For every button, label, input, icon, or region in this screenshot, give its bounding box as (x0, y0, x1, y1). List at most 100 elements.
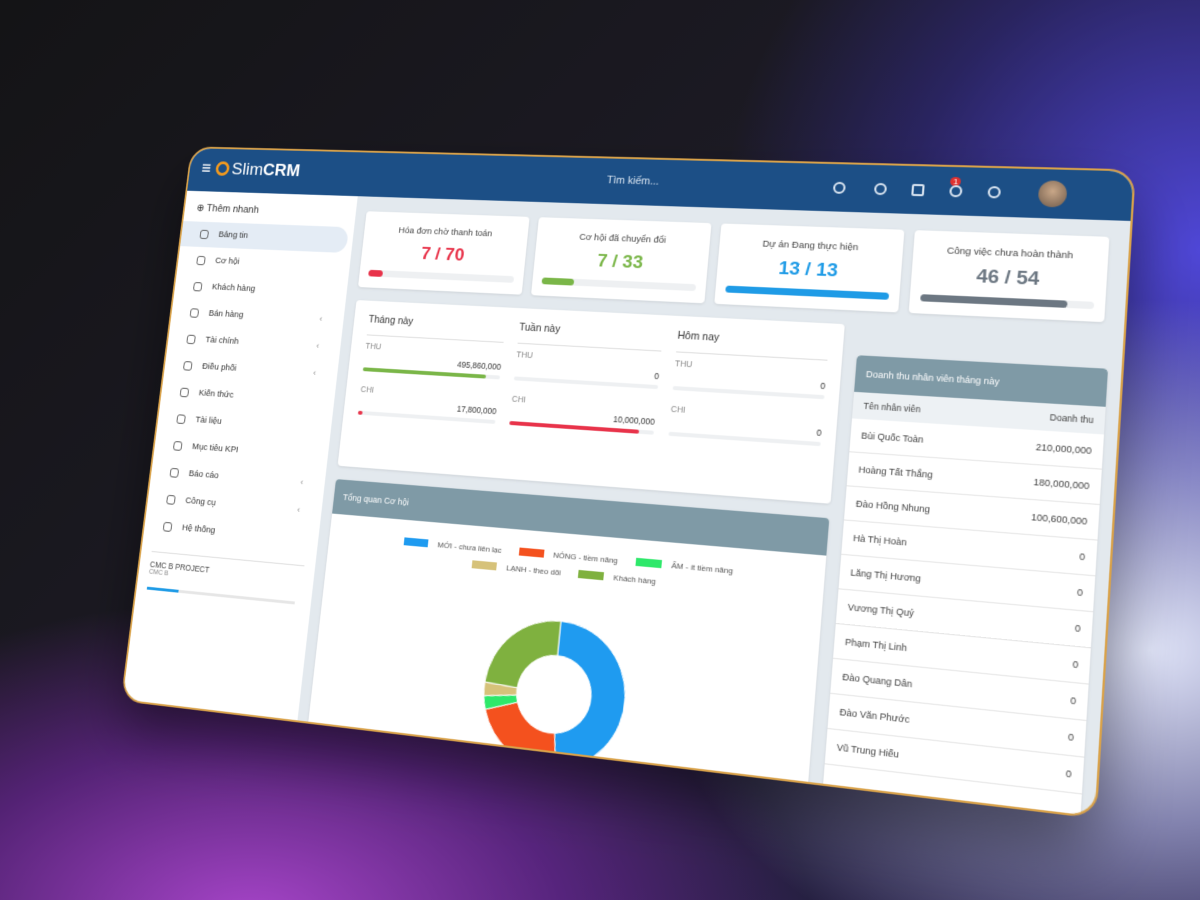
card-value: 7 / 33 (534, 248, 709, 276)
progress-bar (542, 277, 574, 285)
progress-track (542, 277, 697, 291)
chevron: ‹ (312, 361, 318, 387)
logo[interactable]: ≡ SlimCRM (200, 159, 301, 181)
card-title: Công việc chưa hoàn thành (913, 244, 1109, 263)
user-avatar[interactable] (1038, 180, 1068, 207)
menu-icon (193, 282, 203, 291)
logo-text: Slim (231, 160, 265, 180)
stat-card: Cơ hội đã chuyển đổi 7 / 33 (531, 217, 712, 303)
legend-swatch (578, 570, 604, 580)
menu-label: Báo cáo (188, 468, 219, 481)
menu-icon (163, 522, 173, 532)
task-icon[interactable] (911, 184, 924, 196)
menu-icon (200, 230, 209, 239)
menu-icon (183, 361, 193, 371)
progress-bar (368, 270, 383, 277)
menu-label: Tài chính (205, 335, 239, 347)
progress-track (920, 294, 1094, 309)
legend-label: ẤM - ít tiềm năng (671, 561, 733, 576)
row-value: 495,860,000 (457, 360, 502, 372)
progress-bar (358, 411, 362, 415)
row-value: 17,800,000 (456, 404, 497, 416)
legend-label: Khách hàng (613, 573, 656, 586)
opportunity-panel: Tổng quan Cơ hội MỚI - chưa liên lạcNÓNG… (305, 479, 829, 814)
row-value: 0 (820, 381, 826, 391)
card-title: Cơ hội đã chuyển đổi (537, 230, 711, 247)
project-progress-track (147, 587, 295, 605)
search-icon[interactable] (833, 182, 846, 194)
legend-swatch (472, 560, 497, 570)
menu-label: Bán hàng (208, 308, 244, 320)
chevron: ‹ (299, 470, 305, 497)
legend-swatch (635, 558, 662, 568)
search-box[interactable]: Tìm kiếm... (606, 175, 659, 188)
legend-label: MỚI - chưa liên lạc (437, 540, 502, 555)
stat-card: Hóa đơn chờ thanh toán 7 / 70 (358, 211, 530, 294)
legend-swatch (404, 537, 429, 547)
card-value: 46 / 54 (911, 263, 1108, 294)
chevron: ‹ (296, 497, 302, 524)
finance-panel: Tháng này THU 495,860,000 CHI 17,800,000 Tuần… (338, 300, 845, 504)
menu-label: Hệ thống (181, 523, 215, 536)
logo-text: CRM (262, 161, 301, 181)
legend-label: NÓNG - tiềm năng (553, 551, 618, 566)
card-value: 13 / 13 (717, 256, 902, 285)
legend-label: LẠNH - theo dõi (506, 563, 562, 577)
legend-item[interactable]: MỚI - chưa liên lạc (404, 535, 508, 557)
quick-add[interactable]: ⊕ Thêm nhanh (196, 202, 260, 216)
menu-label: Công cụ (185, 495, 217, 508)
finance-row: THU 0 (672, 358, 827, 407)
progress-track (673, 386, 825, 399)
quick-add-label: Thêm nhanh (206, 203, 259, 216)
row-label: CHI (670, 404, 823, 424)
row-value: 0 (816, 427, 822, 438)
row-label: THU (365, 341, 503, 358)
menu-icon (186, 335, 196, 345)
period: Tháng này THU 495,860,000 CHI 17,800,000 (357, 314, 506, 432)
row-label: THU (675, 358, 827, 377)
row-label: CHI (360, 384, 498, 402)
table-body: Bùi Quốc Toàn 210,000,000 Hoàng Tất Thắng 1… (825, 418, 1104, 794)
donut-slice[interactable] (485, 614, 561, 692)
donut-slice[interactable] (547, 621, 632, 776)
legend-swatch (518, 547, 544, 557)
finance-row: THU 0 (513, 349, 661, 397)
period: Tuần này THU 0 CHI 10,000,000 (508, 322, 663, 443)
menu-icon (176, 414, 186, 424)
finance-row: THU 495,860,000 (362, 341, 503, 387)
progress-track (368, 270, 514, 283)
menu-icon (190, 308, 200, 318)
menu-label: Cơ hội (215, 256, 240, 267)
card-value: 7 / 70 (361, 242, 527, 269)
menu-icon (170, 468, 180, 478)
revenue-table: Tên nhân viên Doanh thu Bùi Quốc Toàn 210,0… (825, 392, 1106, 795)
row-value: 10,000,000 (613, 414, 656, 427)
card-title: Hóa đơn chờ thanh toán (364, 224, 528, 240)
share-icon[interactable] (874, 183, 887, 195)
app-screen: ≡ SlimCRM Tìm kiếm... 1 ⊕ Thêm nhanh Bảng… (123, 148, 1134, 816)
finance-row: CHI 17,800,000 (357, 384, 498, 431)
bell-icon[interactable] (987, 186, 1001, 198)
menu-label: Khách hàng (211, 282, 255, 294)
menu-label: Điều phối (202, 361, 237, 373)
progress-bar (725, 286, 889, 300)
project[interactable]: CMC B PROJECT CMC B (147, 551, 305, 605)
menu-label: Bảng tin (218, 230, 249, 241)
period: Hôm nay THU 0 CHI 0 (668, 330, 830, 455)
progress-track (514, 376, 658, 389)
menu-label: Tài liệu (195, 415, 222, 427)
period-title: Hôm nay (676, 330, 829, 361)
clock-icon[interactable] (949, 185, 963, 197)
legend-item[interactable]: Khách hàng (578, 568, 663, 589)
donut-slice[interactable] (480, 699, 561, 769)
stat-card: Dự án Đang thực hiện 13 / 13 (714, 223, 904, 312)
finance-row: CHI 0 (668, 404, 823, 454)
project-progress (147, 587, 179, 593)
progress-track (725, 286, 889, 300)
donut-chart (304, 565, 822, 816)
menu-icon (166, 495, 176, 505)
finance-row: CHI 10,000,000 (508, 394, 656, 443)
revenue-panel: Doanh thu nhân viên tháng này Tên nhân v… (821, 355, 1108, 816)
menu-label: Kiến thức (198, 388, 234, 400)
